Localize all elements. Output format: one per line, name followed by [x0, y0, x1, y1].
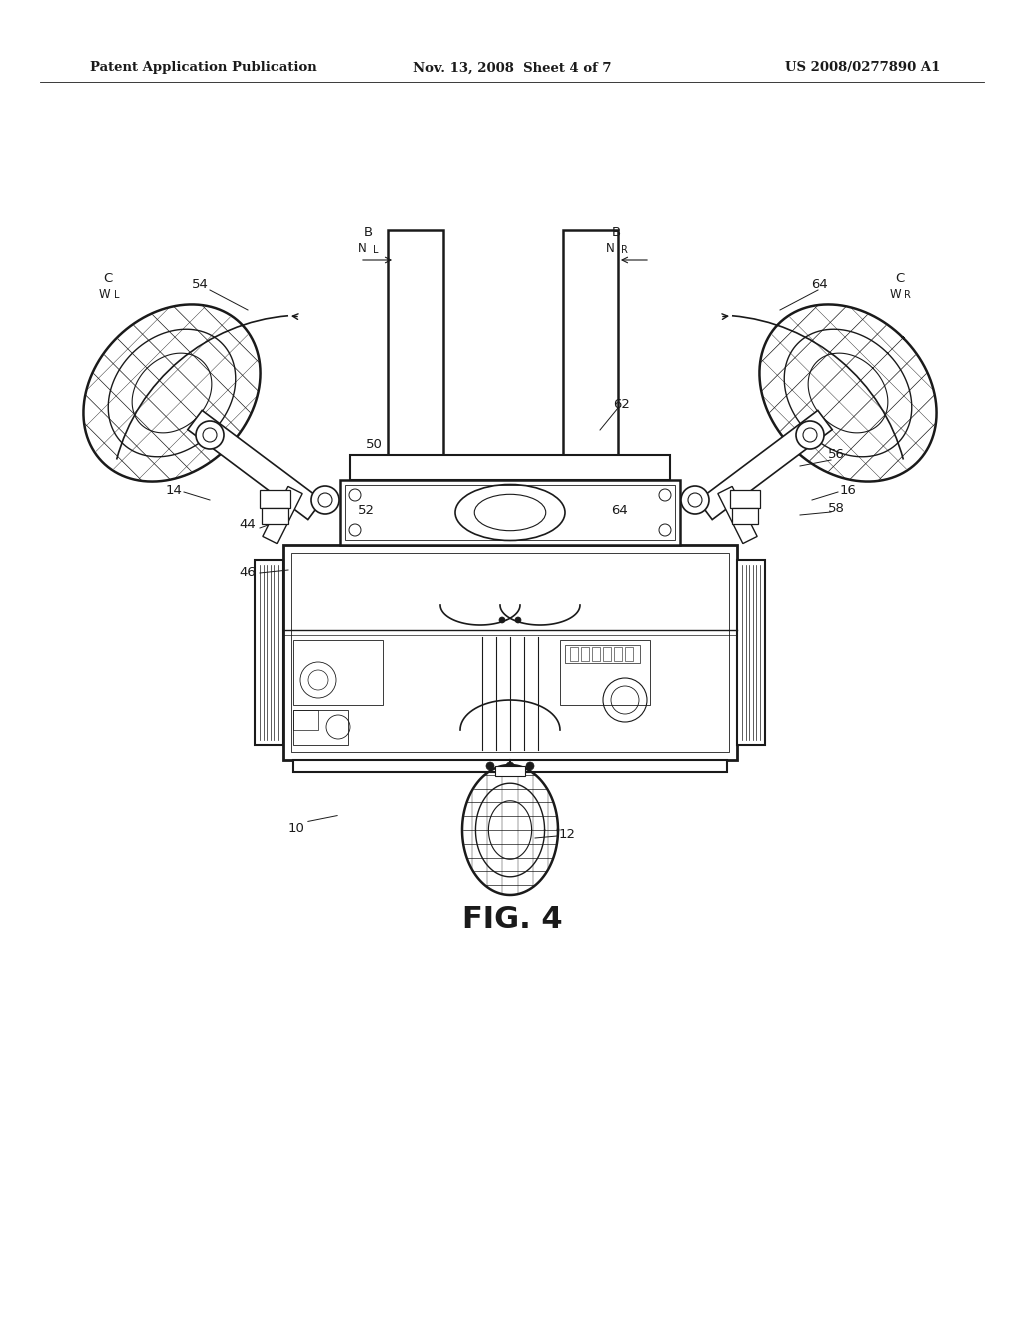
Bar — [345, 484, 675, 540]
Text: 14: 14 — [166, 483, 182, 496]
Text: 12: 12 — [558, 828, 575, 841]
Text: 50: 50 — [366, 438, 382, 451]
Bar — [730, 490, 760, 508]
Text: W: W — [98, 288, 110, 301]
Text: 62: 62 — [613, 399, 631, 412]
Polygon shape — [263, 487, 302, 544]
Bar — [255, 560, 283, 744]
Text: 56: 56 — [827, 449, 845, 462]
Bar — [563, 230, 618, 455]
Text: B: B — [364, 226, 373, 239]
Text: R: R — [903, 290, 910, 300]
Text: Patent Application Publication: Patent Application Publication — [90, 62, 316, 74]
Bar — [565, 645, 640, 663]
Bar — [570, 647, 578, 661]
Text: R: R — [621, 246, 628, 255]
Circle shape — [796, 421, 824, 449]
Text: · ·: · · — [506, 615, 515, 624]
Bar — [293, 760, 727, 772]
Text: FIG. 4: FIG. 4 — [462, 906, 562, 935]
Circle shape — [196, 421, 224, 449]
Polygon shape — [697, 411, 833, 520]
Polygon shape — [718, 487, 757, 544]
Bar — [732, 508, 758, 524]
Bar — [293, 710, 318, 730]
Text: 58: 58 — [827, 502, 845, 515]
Circle shape — [486, 762, 494, 770]
Bar — [260, 490, 290, 508]
Bar — [614, 647, 622, 661]
Bar — [293, 640, 383, 705]
Text: L: L — [374, 246, 379, 255]
Bar — [293, 710, 348, 744]
Text: 16: 16 — [840, 483, 856, 496]
Bar — [625, 647, 633, 661]
Text: B: B — [611, 226, 621, 239]
Circle shape — [515, 616, 521, 623]
Text: Nov. 13, 2008  Sheet 4 of 7: Nov. 13, 2008 Sheet 4 of 7 — [413, 62, 611, 74]
Text: N: N — [357, 242, 367, 255]
Text: W: W — [889, 288, 901, 301]
Bar — [388, 230, 443, 455]
Text: C: C — [103, 272, 113, 285]
Polygon shape — [187, 411, 323, 520]
Circle shape — [681, 486, 709, 513]
Bar — [340, 480, 680, 545]
Circle shape — [526, 762, 534, 770]
Text: 52: 52 — [357, 503, 375, 516]
Text: 10: 10 — [288, 821, 304, 834]
Text: 46: 46 — [240, 565, 256, 578]
Text: 44: 44 — [240, 519, 256, 532]
Bar — [737, 560, 765, 744]
Text: N: N — [605, 242, 614, 255]
Bar — [283, 545, 737, 760]
Bar — [262, 508, 288, 524]
Bar — [350, 455, 670, 480]
Circle shape — [311, 486, 339, 513]
Text: 64: 64 — [812, 279, 828, 292]
Circle shape — [499, 616, 505, 623]
Text: 64: 64 — [611, 503, 629, 516]
Bar — [581, 647, 589, 661]
Bar — [603, 647, 611, 661]
Bar — [560, 640, 650, 705]
Bar — [291, 553, 729, 752]
Text: 54: 54 — [191, 279, 209, 292]
Circle shape — [506, 762, 514, 770]
Text: L: L — [115, 290, 120, 300]
Text: C: C — [895, 272, 904, 285]
Text: US 2008/0277890 A1: US 2008/0277890 A1 — [784, 62, 940, 74]
Bar — [495, 766, 525, 776]
Bar — [592, 647, 600, 661]
